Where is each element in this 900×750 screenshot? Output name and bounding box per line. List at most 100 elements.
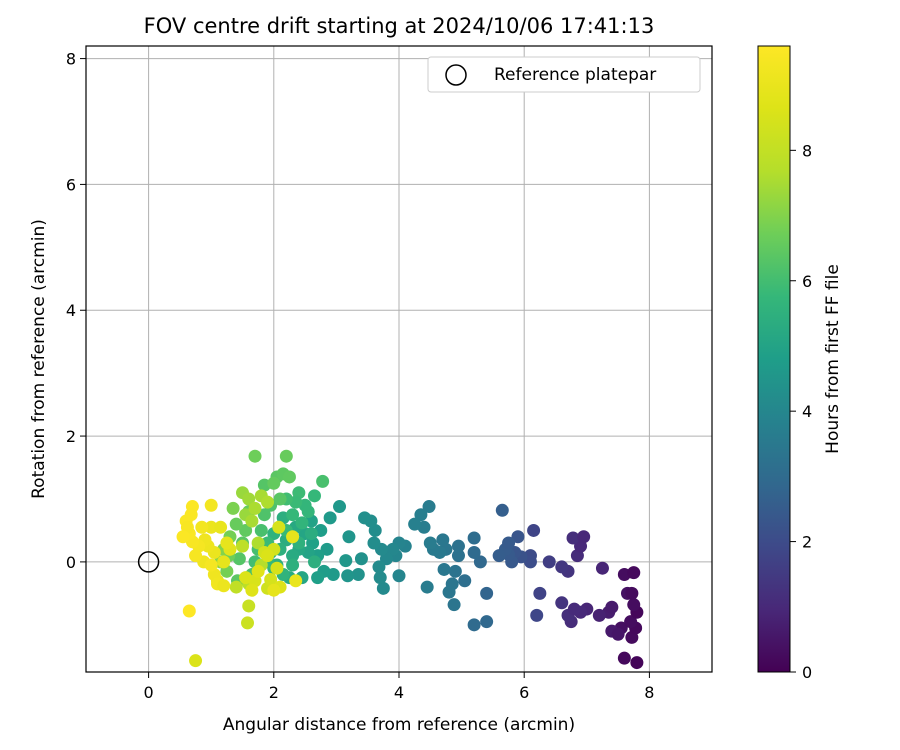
data-point xyxy=(248,501,262,515)
data-point xyxy=(307,555,321,569)
data-point xyxy=(467,618,481,632)
data-point xyxy=(467,545,481,559)
data-point xyxy=(301,505,315,519)
x-axis-label: Angular distance from reference (arcmin) xyxy=(223,715,575,735)
data-point xyxy=(241,616,255,630)
data-point xyxy=(261,495,275,509)
data-point xyxy=(214,520,228,534)
data-point xyxy=(448,564,462,578)
colorbar-label: Hours from first FF file xyxy=(823,264,843,454)
x-tick-label: 2 xyxy=(269,683,279,702)
data-point xyxy=(286,558,300,572)
colorbar-tick-label: 6 xyxy=(802,272,812,291)
data-point xyxy=(625,586,639,600)
data-point xyxy=(511,530,525,544)
data-point xyxy=(204,520,218,534)
data-point xyxy=(176,530,190,544)
data-point xyxy=(289,574,303,588)
legend-entry-reference: Reference platepar xyxy=(494,65,656,85)
y-tick-label: 0 xyxy=(66,553,76,572)
data-point xyxy=(372,560,386,574)
data-point xyxy=(270,561,284,575)
data-point xyxy=(555,596,569,610)
data-point xyxy=(251,536,265,550)
colorbar: 0 2 4 6 8 Hours from first FF file xyxy=(757,45,843,682)
data-point xyxy=(286,508,300,522)
data-point xyxy=(373,571,387,585)
data-point xyxy=(341,569,355,583)
y-axis: 0 2 4 6 8 xyxy=(66,50,86,572)
data-point xyxy=(286,530,300,544)
data-point xyxy=(242,492,256,506)
data-point xyxy=(217,555,231,569)
data-point xyxy=(217,579,231,593)
data-point xyxy=(267,476,281,490)
data-point xyxy=(630,656,644,670)
y-tick-label: 4 xyxy=(66,301,76,320)
reference-platepar-marker xyxy=(137,551,160,573)
x-tick-label: 4 xyxy=(394,683,404,702)
data-point xyxy=(566,531,580,545)
data-point xyxy=(236,539,249,553)
data-point xyxy=(530,608,544,622)
data-point xyxy=(333,500,347,514)
data-point xyxy=(592,608,606,622)
data-point xyxy=(282,470,296,484)
data-point xyxy=(408,517,422,531)
data-point xyxy=(264,573,278,587)
data-point xyxy=(358,511,372,525)
data-point xyxy=(451,549,465,563)
colorbar-tick-label: 2 xyxy=(802,533,812,552)
data-point xyxy=(261,549,275,563)
data-point xyxy=(376,581,390,595)
data-point xyxy=(323,511,337,525)
data-point xyxy=(242,599,256,613)
data-point xyxy=(351,567,365,581)
x-tick-label: 8 xyxy=(644,683,654,702)
data-point xyxy=(182,604,196,618)
colorbar-tick-label: 4 xyxy=(802,402,812,421)
data-point xyxy=(232,552,246,566)
data-point xyxy=(577,530,591,544)
data-point xyxy=(480,615,494,629)
colorbar-ticks: 0 2 4 6 8 xyxy=(790,141,812,682)
data-point xyxy=(267,583,281,597)
data-point xyxy=(495,503,509,517)
data-point xyxy=(286,549,300,563)
data-point xyxy=(204,558,218,572)
data-point xyxy=(254,523,268,537)
y-axis-label: Rotation from reference (arcmin) xyxy=(29,219,49,499)
data-point xyxy=(555,560,569,574)
data-point xyxy=(386,542,400,556)
data-point xyxy=(295,516,309,530)
legend: Reference platepar xyxy=(427,56,701,93)
data-point xyxy=(392,569,406,583)
data-point xyxy=(189,549,203,563)
data-point xyxy=(304,527,318,541)
data-point xyxy=(423,536,437,550)
colorbar-tick-label: 8 xyxy=(802,141,812,160)
data-point xyxy=(229,517,243,531)
data-point xyxy=(257,508,271,522)
data-point xyxy=(605,600,619,614)
x-tick-label: 0 xyxy=(144,683,154,702)
data-point xyxy=(220,536,234,550)
y-tick-label: 8 xyxy=(66,50,76,69)
data-point xyxy=(422,500,436,514)
data-point xyxy=(458,574,472,588)
y-tick-label: 2 xyxy=(66,427,76,446)
data-point xyxy=(342,530,356,544)
data-point xyxy=(542,555,556,569)
data-point xyxy=(339,554,353,568)
data-point xyxy=(480,586,494,600)
y-tick-label: 6 xyxy=(66,175,76,194)
x-axis: 0 2 4 6 8 xyxy=(144,672,654,702)
data-point xyxy=(624,615,638,629)
data-point xyxy=(451,539,465,553)
data-point xyxy=(189,654,203,668)
legend-box xyxy=(427,56,701,93)
data-point xyxy=(533,586,547,600)
data-point xyxy=(195,520,209,534)
data-point xyxy=(354,552,368,566)
